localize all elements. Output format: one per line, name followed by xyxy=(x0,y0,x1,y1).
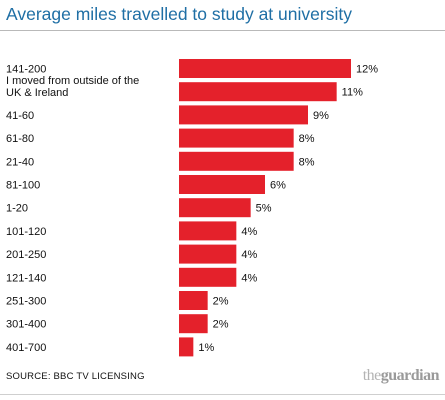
category-label-10: 251-300 xyxy=(6,296,46,308)
value-label-2: 9% xyxy=(313,110,329,122)
value-label-5: 6% xyxy=(270,180,286,192)
value-label-12: 1% xyxy=(198,342,214,354)
category-label-5: 81-100 xyxy=(6,180,40,192)
bar-7 xyxy=(179,221,237,241)
category-label-6: 1-20 xyxy=(6,203,28,215)
value-label-8: 4% xyxy=(241,249,257,261)
value-label-1: 11% xyxy=(342,87,363,99)
category-label-7: 101-120 xyxy=(6,226,46,238)
value-label-7: 4% xyxy=(241,226,257,238)
value-label-9: 4% xyxy=(241,272,257,284)
bar-12 xyxy=(179,337,194,357)
category-label-4: 21-40 xyxy=(6,156,34,168)
category-label-12: 401-700 xyxy=(6,342,46,354)
footer-divider xyxy=(0,394,445,395)
category-label-3: 61-80 xyxy=(6,133,34,145)
chart-title: Average miles travelled to study at univ… xyxy=(6,4,352,24)
logo-prefix: the xyxy=(362,367,382,384)
source-note: SOURCE: BBC TV LICENSING xyxy=(6,371,145,382)
bar-4 xyxy=(179,151,294,171)
category-label-2: 41-60 xyxy=(6,110,34,122)
bar-5 xyxy=(179,175,265,194)
value-label-11: 2% xyxy=(213,319,229,331)
category-label-8: 201-250 xyxy=(6,249,46,261)
category-label-0: 141-200 xyxy=(6,64,46,76)
bar-10 xyxy=(179,291,208,310)
value-label-0: 12% xyxy=(356,64,378,76)
guardian-logo: theguardian xyxy=(362,367,440,385)
category-label-9: 121-140 xyxy=(6,272,46,284)
bar-3 xyxy=(179,128,294,148)
bar-0 xyxy=(179,59,351,78)
bar-2 xyxy=(179,105,308,125)
bar-8 xyxy=(179,244,237,264)
bar-11 xyxy=(179,314,208,334)
bar-1 xyxy=(179,82,337,102)
logo-name: guardian xyxy=(380,367,440,384)
value-label-4: 8% xyxy=(299,156,315,168)
value-label-3: 8% xyxy=(299,133,315,145)
bar-6 xyxy=(179,198,251,218)
category-label-1: I moved from outside of the UK & Ireland xyxy=(6,75,139,99)
value-label-6: 5% xyxy=(256,203,272,215)
category-label-11: 301-400 xyxy=(6,319,46,331)
value-label-10: 2% xyxy=(213,296,229,308)
bar-9 xyxy=(179,267,237,287)
title-divider xyxy=(0,30,445,31)
